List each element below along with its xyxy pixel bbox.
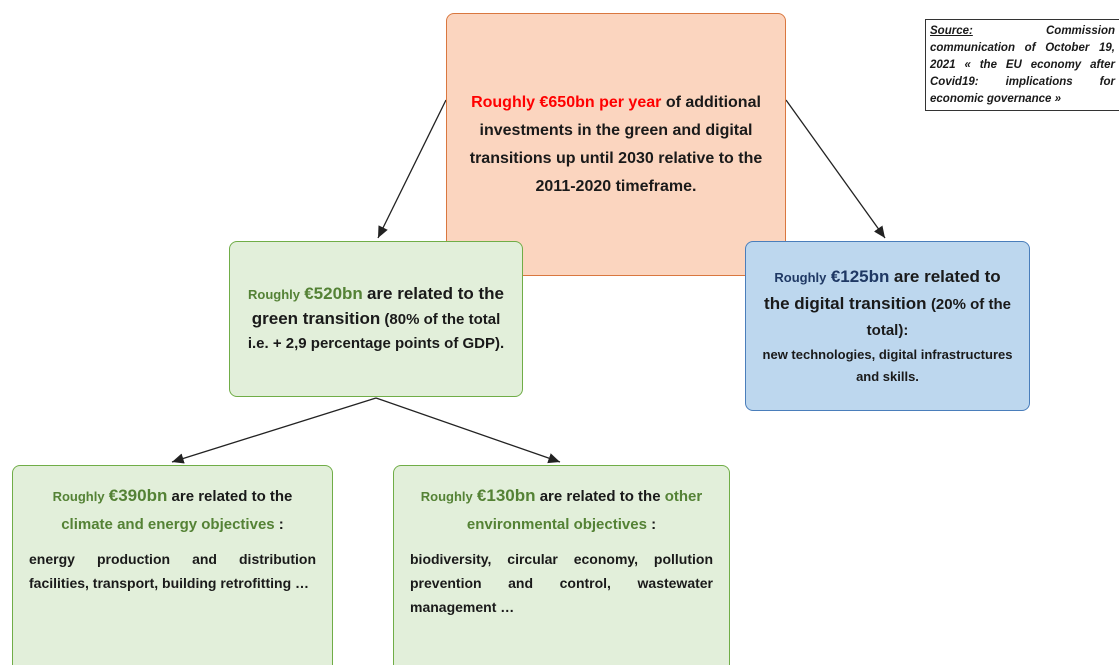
arrow xyxy=(785,99,886,239)
description: are related to the digital transition xyxy=(764,267,1001,313)
share: (80% of the total i.e. + 2,9 percentage … xyxy=(247,311,505,352)
arrow xyxy=(377,99,447,239)
share: (20% of the total): xyxy=(866,296,1011,339)
colon: : xyxy=(278,516,284,533)
green-box: Roughly €520bn are related to the green … xyxy=(229,241,523,397)
roughly: Roughly xyxy=(420,489,473,504)
total-box: Roughly €650bn per year of additional in… xyxy=(446,13,786,276)
objective: other environmental objectives xyxy=(466,488,703,533)
arrow xyxy=(375,397,561,464)
amount: Roughly €650bn per year xyxy=(471,93,662,111)
arrow xyxy=(171,397,377,464)
amount: €390bn xyxy=(108,486,168,505)
environment-box: Roughly €130bn are related to the other … xyxy=(393,465,730,665)
amount: €130bn xyxy=(476,486,536,505)
colon: : xyxy=(651,516,657,533)
description: of additional investments in the green a… xyxy=(469,93,763,195)
description: are related to the xyxy=(539,488,661,505)
source-text: Commission communication of October 19, … xyxy=(930,25,1115,105)
source-box: Source: Commission communication of Octo… xyxy=(925,19,1119,111)
description: are related to the xyxy=(171,488,293,505)
roughly: Roughly xyxy=(774,270,827,285)
description: are related to the green transition xyxy=(251,284,504,328)
detail: new technologies, digital infrastructure… xyxy=(762,347,1013,384)
source-label: Source: xyxy=(930,25,973,37)
roughly: Roughly xyxy=(248,287,301,302)
climate-box: Roughly €390bn are related to the climat… xyxy=(12,465,333,665)
detail: energy production and distribution facil… xyxy=(29,551,316,591)
roughly: Roughly xyxy=(52,489,105,504)
objective: climate and energy objectives xyxy=(61,516,275,533)
amount: €520bn xyxy=(304,284,363,303)
amount: €125bn xyxy=(830,267,890,286)
digital-box: Roughly €125bn are related to the digita… xyxy=(745,241,1030,411)
detail: biodiversity, circular economy, pollutio… xyxy=(410,551,713,615)
